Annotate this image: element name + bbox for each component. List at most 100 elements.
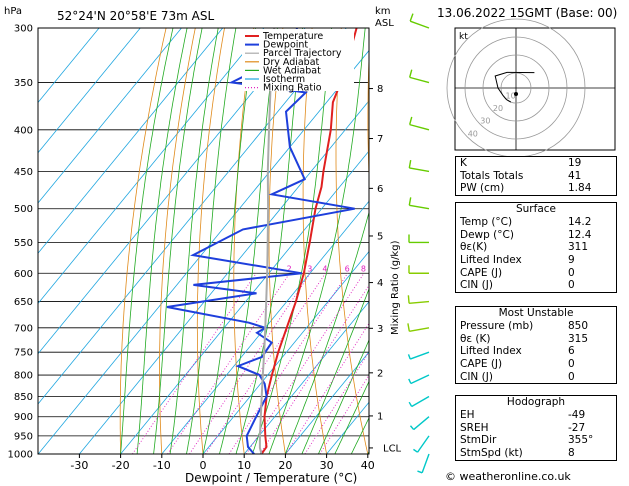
km-tick-label: 5 [377, 231, 383, 242]
storm-motion-marker [514, 92, 518, 96]
wind-barb-flag [408, 401, 413, 407]
surface-row: CIN (J) 0 [460, 279, 575, 292]
x-axis-label: Dewpoint / Temperature (°C) [185, 471, 357, 485]
wind-barb [409, 167, 430, 173]
index-row-pw: PW (cm) 1.84 [460, 182, 592, 195]
wind-barbs [407, 13, 430, 474]
surface-row: Temp (°C) 14.2 [460, 216, 592, 228]
mixing-ratio-label: 10 [374, 264, 384, 273]
mixing-ratio-axis-label: Mixing Ratio (g/kg) [390, 240, 401, 335]
pressure-tick-label: 450 [14, 167, 33, 178]
temp-tick-label: 20 [278, 459, 292, 472]
wet-adiabat [301, 287, 369, 454]
hodo-row: StmSpd (kt) 8 [460, 447, 575, 460]
isotherm [38, 28, 182, 204]
mixing-ratio-label: 8 [361, 264, 366, 273]
dry-adiabat [233, 28, 255, 454]
km-tick-label: 3 [377, 324, 383, 335]
surface-table: Surface Temp (°C) 14.2 Dewp (°C) 12.4 θε(K… [455, 202, 617, 294]
km-tick-label: 7 [377, 134, 383, 145]
wind-barb [409, 20, 430, 29]
pressure-tick-label: 300 [14, 24, 33, 35]
background-lines: 2 3 4 6 8 10 15 20 25 [38, 28, 450, 454]
isotherm [38, 28, 265, 305]
isotherm [38, 28, 100, 104]
mu-row: CIN (J) 0 [460, 370, 575, 383]
isotherm [285, 351, 369, 454]
most-unstable-table: Most Unstable Pressure (mb) 850 θε (K) 315… [455, 306, 617, 385]
axes: 3003504004505005506006507007508008509009… [8, 24, 402, 473]
legend-entry: Parcel Trajectory [263, 48, 342, 59]
wet-adiabat [202, 28, 256, 454]
dry-adiabat [399, 28, 450, 454]
km-tick-label: 2 [377, 368, 383, 379]
wet-adiabat [285, 210, 369, 454]
surface-title: Surface [515, 203, 556, 215]
wet-adiabat [120, 28, 174, 454]
hodo-ring-label: 40 [468, 129, 478, 138]
wind-barb-flag [409, 13, 414, 22]
wind-barb [413, 416, 430, 431]
wet-adiabat [136, 28, 188, 454]
wind-barb [409, 76, 430, 84]
wind-barb [409, 123, 430, 131]
pressure-tick-label: 550 [14, 238, 33, 249]
hodo-row: SREH -27 [460, 421, 586, 434]
wind-barb [409, 327, 430, 332]
mu-row: θε (K) 315 [460, 332, 589, 345]
legend-entry: Isotherm [263, 74, 305, 85]
pressure-tick-label: 600 [14, 269, 33, 280]
hodo-ring-label: 20 [493, 104, 503, 113]
legend-entry: Mixing Ratio [263, 83, 322, 94]
legend-entry: Wet Adiabat [263, 65, 321, 76]
km-tick-label: 6 [377, 184, 383, 195]
index-row-totals: Totals Totals 41 [460, 169, 582, 182]
isotherm [202, 250, 369, 454]
wind-barb-flag [407, 295, 410, 304]
isotherm [38, 28, 224, 254]
wind-barb-flag [407, 354, 411, 360]
pressure-tick-label: 650 [14, 297, 33, 308]
pressure-tick-label: 850 [14, 392, 33, 403]
pressure-tick-label: 700 [14, 323, 33, 334]
hodo-ring [464, 36, 568, 140]
mixing-ratio-label: 20 [416, 264, 426, 273]
temp-tick-label: -30 [70, 459, 88, 472]
km-tick-label: 8 [377, 84, 383, 95]
wind-barb [409, 300, 430, 305]
hodo-ring-label: 10 [506, 92, 516, 101]
wind-barb-flag [408, 159, 412, 169]
temp-tick-label: 0 [200, 459, 207, 472]
hpa-label: hPa [4, 6, 22, 17]
wet-adiabat [268, 28, 366, 454]
wet-adiabat [169, 28, 219, 454]
pressure-tick-label: 800 [14, 371, 33, 382]
wind-barb-flag [407, 323, 410, 332]
legend-entry: Temperature [262, 31, 323, 42]
index-row-k: K 19 [460, 157, 582, 169]
datetime: 13.06.2022 15GMT (Base: 00) [437, 6, 618, 20]
mixing-ratio-line [228, 273, 348, 454]
surface-row: CAPE (J) 0 [460, 266, 575, 279]
wind-barb [416, 435, 430, 453]
mixing-ratio-line [259, 284, 369, 454]
mixing-ratio-line [285, 322, 369, 454]
temp-tick-label: 40 [361, 459, 375, 472]
wind-barb [410, 374, 430, 385]
wind-barb-flag [409, 425, 415, 431]
hodo-ring [500, 72, 532, 104]
wind-barb-flag [417, 470, 423, 474]
dry-adiabat [119, 28, 167, 454]
credit: © weatheronline.co.uk [445, 470, 571, 483]
wind-barb-flag [409, 116, 413, 125]
wind-barb [409, 204, 430, 210]
dry-adiabat [302, 28, 327, 454]
isotherm [243, 301, 369, 454]
hodograph-table: Hodograph EH -49 SREH -27 StmDir 355° StmSp… [455, 395, 617, 461]
mixing-ratio-label: 3 [307, 264, 312, 273]
hodo-ring [482, 54, 550, 122]
location-title: 52°24'N 20°58'E 73m ASL [57, 9, 214, 23]
